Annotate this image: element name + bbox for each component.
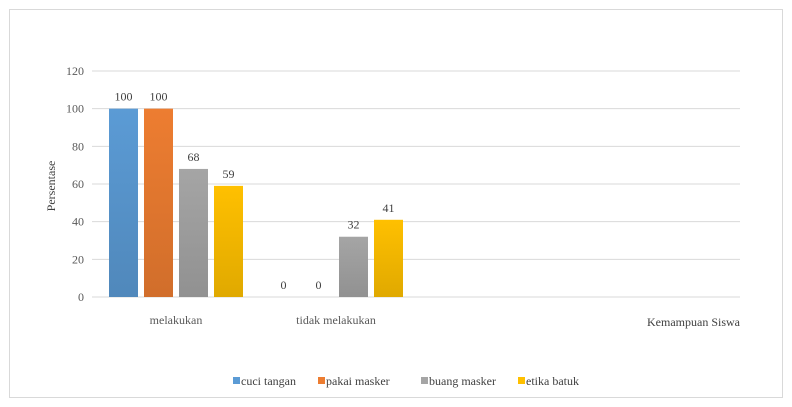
y-tick-label: 100 bbox=[66, 102, 84, 116]
bar bbox=[214, 185, 243, 297]
bar bbox=[374, 219, 403, 297]
data-label: 41 bbox=[383, 201, 395, 215]
data-label: 59 bbox=[223, 167, 235, 181]
data-label: 68 bbox=[188, 150, 200, 164]
y-tick-label: 0 bbox=[78, 290, 84, 304]
legend-swatch bbox=[318, 377, 325, 384]
bar bbox=[339, 236, 368, 297]
legend-label: buang masker bbox=[429, 374, 496, 388]
data-label: 100 bbox=[150, 90, 168, 104]
bar bbox=[109, 108, 138, 298]
data-label: 32 bbox=[348, 218, 360, 232]
bars bbox=[109, 108, 403, 298]
legend-label: etika batuk bbox=[526, 374, 579, 388]
y-tick-label: 40 bbox=[72, 215, 84, 229]
y-tick-label: 20 bbox=[72, 252, 84, 266]
legend-swatch bbox=[421, 377, 428, 384]
legend-item: pakai masker bbox=[318, 374, 390, 388]
legend-swatch bbox=[518, 377, 525, 384]
data-label: 0 bbox=[316, 278, 322, 292]
y-tick-label: 120 bbox=[66, 64, 84, 78]
y-tick-label: 60 bbox=[72, 177, 84, 191]
legend-item: etika batuk bbox=[518, 374, 579, 388]
legend-item: buang masker bbox=[421, 374, 496, 388]
x-tick-label: melakukan bbox=[150, 313, 203, 327]
legend-item: cuci tangan bbox=[233, 374, 296, 388]
legend-swatch bbox=[233, 377, 240, 384]
x-axis-title: Kemampuan Siswa bbox=[647, 315, 741, 329]
data-label: 0 bbox=[281, 278, 287, 292]
x-axis-category-labels: melakukan tidak melakukan bbox=[150, 313, 376, 327]
bar bbox=[144, 108, 173, 298]
legend: cuci tangan pakai masker buang masker etika… bbox=[233, 374, 579, 388]
data-labels: 100 100 68 59 0 0 32 41 bbox=[115, 90, 395, 292]
bar bbox=[179, 168, 208, 297]
y-tick-label: 80 bbox=[72, 139, 84, 153]
y-axis-title: Persentase bbox=[44, 161, 58, 212]
data-label: 100 bbox=[115, 90, 133, 104]
legend-label: cuci tangan bbox=[241, 374, 296, 388]
legend-label: pakai masker bbox=[326, 374, 390, 388]
y-axis-ticks: 0 20 40 60 80 100 120 bbox=[66, 64, 84, 304]
x-tick-label: tidak melakukan bbox=[296, 313, 376, 327]
